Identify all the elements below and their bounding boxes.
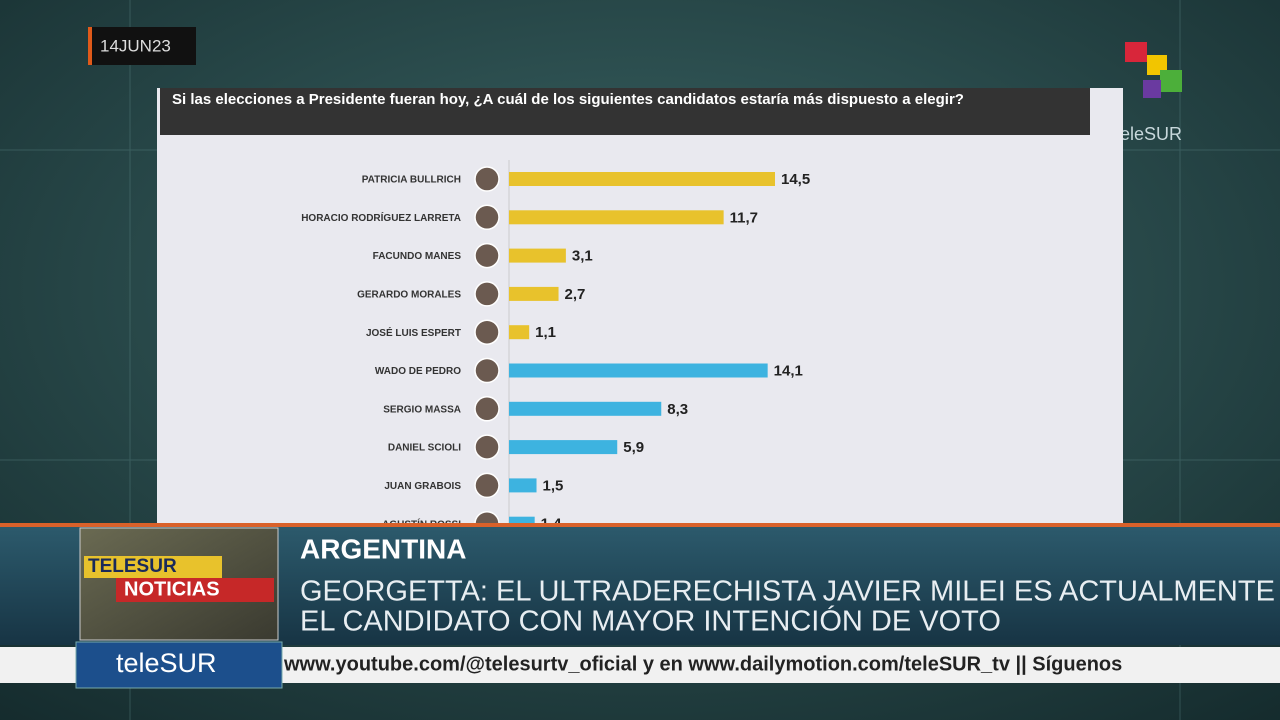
ticker: www.youtube.com/@telesurtv_oficial y en …	[283, 653, 1122, 675]
category-label: HORACIO RODRÍGUEZ LARRETA	[301, 211, 461, 224]
avatar	[474, 319, 500, 345]
value-label: 2,7	[565, 286, 586, 303]
category-label: SERGIO MASSA	[383, 404, 461, 415]
value-label: 1,5	[543, 477, 564, 494]
channel-logo: teleSUR	[1115, 124, 1182, 144]
bar	[509, 286, 559, 301]
category-label: WADO DE PEDRO	[375, 366, 461, 377]
brand-bottom-bg	[116, 578, 274, 602]
category-label: JUAN GRABOIS	[384, 481, 461, 492]
category-label: JOSÉ LUIS ESPERT	[366, 326, 461, 339]
chart-panel	[157, 88, 1123, 528]
avatar	[474, 242, 500, 269]
bar	[509, 478, 537, 493]
category-label: FACUNDO MANES	[373, 251, 462, 262]
value-label: 14,1	[774, 362, 803, 379]
avatar	[474, 357, 500, 384]
bar	[509, 248, 566, 263]
bar	[509, 172, 775, 186]
category-label: GERARDO MORALES	[357, 290, 461, 301]
category-label: DANIEL SCIOLI	[388, 443, 461, 454]
bar	[509, 363, 768, 378]
bar	[509, 325, 530, 340]
chart-title-box: Si las elecciones a Presidente fueran ho…	[172, 91, 964, 108]
brand-top: TELESUR	[88, 556, 177, 577]
date: 14JUN23	[100, 36, 171, 55]
avatar	[474, 396, 500, 422]
headline-line: GEORGETTA: EL ULTRADERECHISTA JAVIER MIL…	[300, 576, 1275, 608]
chart-title-bar	[160, 88, 1090, 135]
channel-logo-mark	[1125, 42, 1182, 98]
avatar	[474, 166, 500, 192]
avatar	[474, 204, 500, 231]
avatar	[474, 434, 500, 460]
value-label: 3,1	[572, 248, 593, 265]
bar	[509, 440, 618, 455]
brand-bottom: NOTICIAS	[124, 578, 220, 600]
bar	[509, 210, 724, 225]
value-label: 5,9	[623, 439, 644, 456]
date-box	[88, 27, 196, 65]
section: ARGENTINA	[300, 533, 466, 564]
avatar	[474, 472, 500, 499]
date-accent	[88, 27, 92, 65]
chart-title: Si las elecciones a Presidente fueran ho…	[172, 91, 964, 108]
value-label: 14,5	[781, 171, 810, 188]
value-label: 11,7	[730, 209, 758, 226]
bottom-logo: teleSUR	[116, 648, 217, 678]
logo-box	[75, 641, 283, 689]
value-label: 8,3	[667, 401, 688, 418]
value-label: 1,1	[535, 324, 556, 341]
lower-third-rule	[0, 523, 1280, 527]
avatar	[474, 281, 500, 307]
bar	[509, 401, 662, 416]
category-label: PATRICIA BULLRICH	[362, 175, 461, 186]
headline-line: EL CANDIDATO CON MAYOR INTENCIÓN DE VOTO	[300, 605, 1001, 638]
brand-top-bg	[84, 556, 222, 578]
